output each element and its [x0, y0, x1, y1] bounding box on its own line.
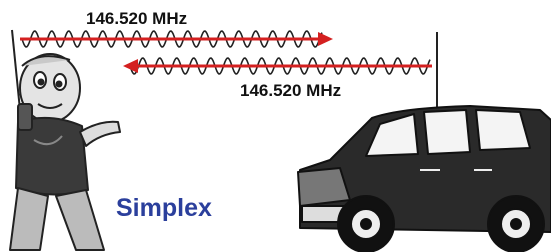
arrow-head [123, 59, 138, 73]
frequency-label: 146.520 MHz [86, 9, 187, 28]
arrow-head [318, 32, 333, 46]
frequency-label: 146.520 MHz [240, 81, 341, 100]
person [10, 30, 120, 250]
car [298, 106, 551, 252]
mode-title: Simplex [116, 194, 212, 222]
illustration: 146.520 MHz 146.520 MHz Simplex [0, 0, 551, 252]
simplex-diagram: 146.520 MHz 146.520 MHz Simplex [0, 0, 551, 252]
